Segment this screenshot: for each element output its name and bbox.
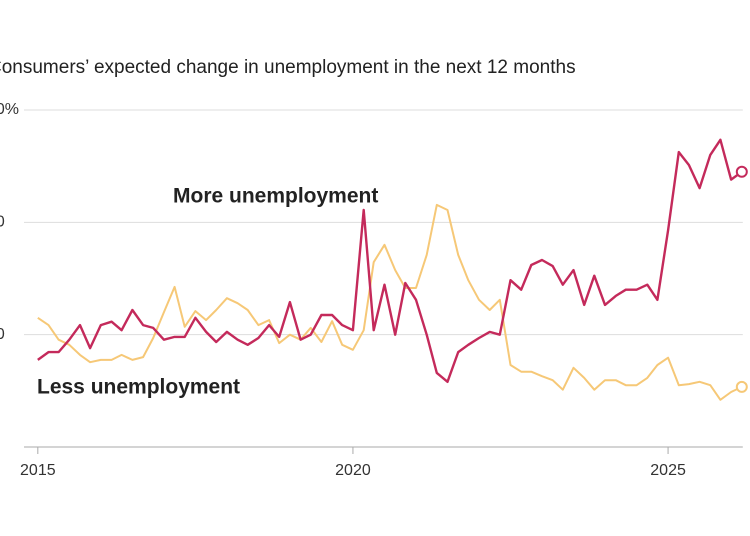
x-tick-label: 2015 [20,462,56,479]
series-line [37,203,743,401]
y-tick-label: 20 [0,326,5,343]
x-tick-label: 2020 [335,462,371,479]
y-tick-label: 60% [0,101,19,118]
x-tick-label: 2025 [650,462,686,479]
y-tick-label: 40 [0,214,5,231]
chart-title: Consumers’ expected change in unemployme… [0,57,576,78]
series-label: Less unemployment [37,376,240,399]
end-marker [735,380,748,393]
series-line [37,138,743,383]
end-marker [735,165,748,178]
series-label: More unemployment [173,185,378,208]
